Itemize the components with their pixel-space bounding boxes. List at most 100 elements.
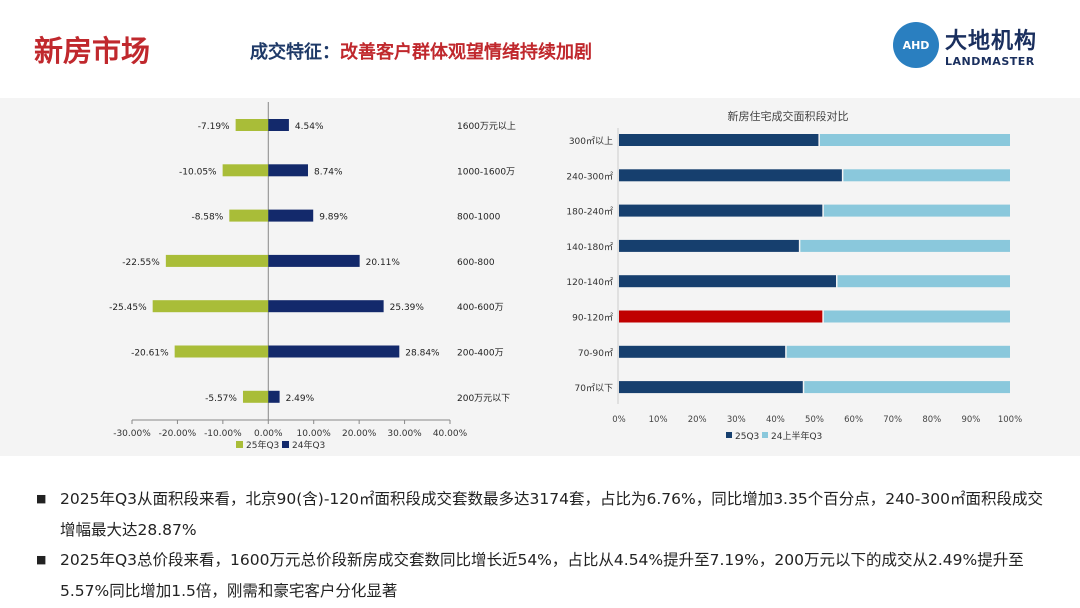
- x-tick-label: -30.00%: [113, 429, 151, 439]
- bullet-item: ■ 2025年Q3总价段来看，1600万元总价段新房成交套数同比增长近54%，占比…: [36, 545, 1046, 606]
- category-label: 240-300㎡: [566, 171, 613, 182]
- bar-24h1q3: [843, 169, 1010, 182]
- bar-25q3: [242, 390, 269, 403]
- x-tick-label: 30.00%: [387, 429, 422, 439]
- bar-25q3: [619, 134, 819, 146]
- category-label: 120-140㎡: [566, 277, 613, 288]
- category-label: 90-120㎡: [572, 313, 613, 324]
- legend-swatch: [726, 432, 732, 438]
- category-label: 300㎡以上: [569, 136, 613, 147]
- data-label: -5.57%: [205, 394, 237, 404]
- x-tick-label: 20%: [688, 415, 707, 425]
- price-segment-chart: -30.00% -20.00% -10.00% 0.00% 10.00% 20.00% 30…: [109, 102, 516, 451]
- bar-24q3: [268, 345, 400, 358]
- category-label: 140-180㎡: [566, 242, 613, 253]
- bar-25q3: [619, 204, 823, 217]
- x-tick-label: -10.00%: [204, 429, 242, 439]
- bar-25q3: [229, 209, 269, 222]
- bar-24h1q3: [823, 310, 1010, 323]
- bar-25q3: [619, 275, 837, 288]
- data-label: 28.84%: [405, 349, 440, 359]
- legend-swatch: [762, 432, 768, 438]
- bar-25q3: [222, 164, 269, 177]
- logo-cn: 大地机构: [945, 28, 1038, 54]
- subtitle-text: 改善客户群体观望情绪持续加剧: [340, 42, 592, 63]
- data-label: 8.74%: [314, 167, 343, 177]
- chart-title: 新房住宅成交面积段对比: [728, 109, 849, 123]
- category-label: 1000-1600万: [457, 167, 515, 177]
- x-tick-label: 10%: [649, 415, 668, 425]
- square-bullet-icon: ■: [36, 553, 47, 566]
- bar-25q3: [174, 345, 269, 358]
- x-tick-label: 80%: [922, 415, 941, 425]
- bar-24h1q3: [819, 134, 1010, 146]
- legend-label: 25年Q3: [246, 439, 279, 451]
- subtitle-key: 成交特征：: [250, 42, 340, 63]
- data-label: -25.45%: [109, 303, 147, 313]
- legend-label: 24年Q3: [292, 439, 325, 451]
- x-tick-label: 40%: [766, 415, 785, 425]
- category-label: 70㎡以下: [575, 383, 613, 394]
- logo-en: LANDMASTER: [945, 54, 1035, 68]
- data-label: -22.55%: [122, 258, 160, 268]
- bar-24q3: [268, 390, 280, 403]
- data-label: 4.54%: [295, 122, 324, 132]
- bar-25q3: [619, 169, 842, 182]
- bar-25q3: [619, 310, 823, 323]
- data-label: -7.19%: [198, 122, 230, 132]
- category-label: 180-240㎡: [566, 207, 613, 218]
- data-label: 9.89%: [319, 213, 348, 223]
- bar-24q3: [268, 254, 360, 267]
- legend-label: 24上半年Q3: [771, 430, 822, 442]
- page-subtitle: 成交特征：改善客户群体观望情绪持续加剧: [250, 38, 592, 64]
- bar-24q3: [268, 164, 308, 177]
- bar-24h1q3: [804, 381, 1010, 394]
- legend-label: 25Q3: [735, 432, 759, 442]
- page-title: 新房市场: [34, 34, 151, 68]
- bar-24h1q3: [800, 239, 1010, 252]
- data-label: 2.49%: [286, 394, 315, 404]
- data-label: -8.58%: [191, 213, 223, 223]
- x-tick-label: 0.00%: [254, 429, 283, 439]
- category-label: 400-600万: [457, 303, 504, 313]
- summary-text: ■ 2025年Q3从面积段来看，北京90(含)-120㎡面积段成交套数最多达317…: [36, 484, 1046, 606]
- x-tick-label: 0%: [612, 415, 626, 425]
- x-tick-label: 50%: [805, 415, 824, 425]
- data-label: -20.61%: [131, 349, 169, 359]
- bar-24q3: [268, 300, 384, 313]
- x-tick-label: 60%: [844, 415, 863, 425]
- bar-24h1q3: [837, 275, 1010, 288]
- bar-25q3: [152, 300, 269, 313]
- bullet-item: ■ 2025年Q3从面积段来看，北京90(含)-120㎡面积段成交套数最多达317…: [36, 484, 1046, 545]
- x-tick-label: 40.00%: [433, 429, 468, 439]
- bar-25q3: [619, 381, 803, 394]
- logo-globe-icon: AHD: [893, 22, 939, 68]
- bar-25q3: [619, 239, 799, 252]
- bar-24q3: [268, 209, 314, 222]
- bar-25q3: [619, 345, 786, 358]
- square-bullet-icon: ■: [36, 492, 47, 505]
- data-label: 20.11%: [366, 258, 401, 268]
- bar-25q3: [165, 254, 269, 267]
- category-label: 600-800: [457, 258, 495, 268]
- x-tick-label: 90%: [961, 415, 980, 425]
- category-label: 1600万元以上: [457, 121, 516, 132]
- data-label: -10.05%: [179, 167, 217, 177]
- category-label: 70-90㎡: [578, 348, 613, 359]
- bar-24q3: [268, 119, 289, 131]
- x-tick-label: 100%: [998, 415, 1022, 425]
- data-label: 25.39%: [390, 303, 425, 313]
- bar-25q3: [235, 119, 269, 131]
- x-tick-label: 30%: [727, 415, 746, 425]
- bullet-text: 2025年Q3从面积段来看，北京90(含)-120㎡面积段成交套数最多达3174…: [60, 490, 1043, 539]
- category-label: 200-400万: [457, 349, 504, 359]
- bullet-text: 2025年Q3总价段来看，1600万元总价段新房成交套数同比增长近54%，占比从…: [60, 551, 1024, 600]
- bar-24h1q3: [786, 345, 1010, 358]
- category-label: 800-1000: [457, 213, 501, 223]
- area-segment-chart: 新房住宅成交面积段对比 0% 10% 20% 30% 40% 50% 60% 70% 80% 90%…: [566, 109, 1022, 442]
- logo: AHD 大地机构 LANDMASTER: [893, 22, 1037, 68]
- x-tick-label: 20.00%: [342, 429, 377, 439]
- x-tick-label: 70%: [883, 415, 902, 425]
- bar-24h1q3: [823, 204, 1010, 217]
- x-tick-label: 10.00%: [297, 429, 332, 439]
